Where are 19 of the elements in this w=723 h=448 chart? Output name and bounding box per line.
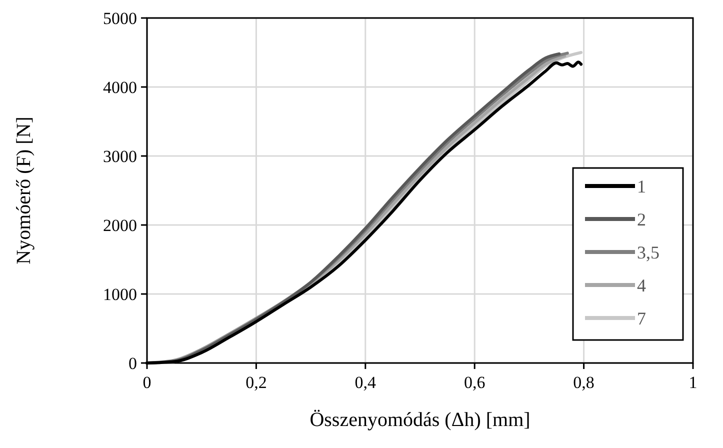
x-tick-label: 0,6 xyxy=(464,373,486,392)
x-tick-label: 0 xyxy=(142,373,152,392)
y-tick-label: 5000 xyxy=(103,8,137,28)
y-tick-label: 0 xyxy=(128,354,137,373)
x-tick-label: 1 xyxy=(688,373,698,392)
legend-label: 1 xyxy=(637,176,646,196)
y-tick-label: 2000 xyxy=(103,216,137,235)
y-axis-title: Nyomóerő (F) [N] xyxy=(13,116,35,264)
x-tick-label: 0,4 xyxy=(354,373,377,392)
legend-label: 2 xyxy=(637,209,646,230)
y-tick-label: 3000 xyxy=(103,146,137,166)
x-tick-label: 0,8 xyxy=(573,373,594,392)
legend-label: 7 xyxy=(637,308,646,328)
x-tick-label: 0,2 xyxy=(246,373,267,392)
legend-label: 3,5 xyxy=(637,242,660,262)
x-axis-title: Összenyomódás (Δh) [mm] xyxy=(310,409,530,431)
y-tick-label: 4000 xyxy=(103,78,137,97)
y-tick-label: 1000 xyxy=(103,284,137,304)
legend-label: 4 xyxy=(637,275,646,296)
